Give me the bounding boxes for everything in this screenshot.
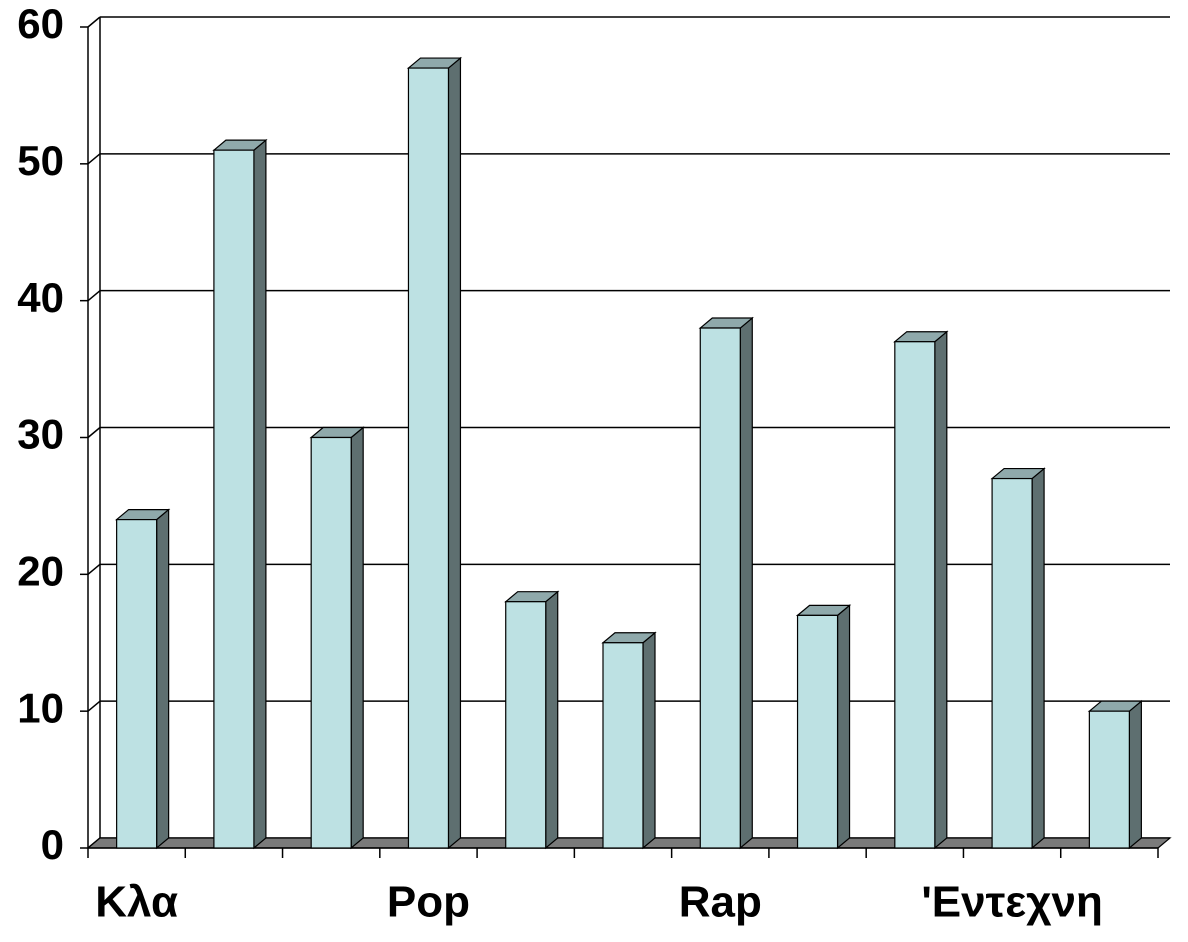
bar	[116, 518, 158, 849]
bar	[602, 642, 644, 849]
bar-side	[739, 316, 753, 850]
grid-side	[87, 153, 101, 165]
x-tick-label: Pop	[387, 878, 470, 927]
bar-side	[1031, 467, 1045, 850]
bar	[310, 436, 352, 849]
y-tick-label: 10	[17, 684, 64, 731]
bar-side	[350, 426, 364, 850]
bar	[796, 614, 839, 849]
bar-side	[642, 631, 656, 850]
grid-side	[87, 16, 101, 28]
bar	[699, 327, 741, 849]
y-tick-label: 30	[17, 411, 64, 458]
y-tick-label: 60	[17, 0, 64, 47]
x-tick-label: Rap	[679, 878, 762, 927]
grid-side	[87, 563, 101, 575]
y-tick-label: 0	[41, 821, 64, 868]
bar	[894, 341, 936, 849]
y-tick-label: 40	[17, 274, 64, 321]
bar	[213, 149, 255, 849]
bar-side	[545, 590, 559, 850]
x-tick-label: Κλα	[95, 878, 178, 927]
bar-side	[836, 604, 851, 850]
bar-side	[253, 138, 267, 850]
bar-side	[934, 330, 948, 850]
y-tick-label: 50	[17, 137, 64, 184]
grid-side	[87, 290, 101, 302]
bar	[505, 601, 547, 849]
bar	[1088, 710, 1130, 849]
grid-side	[87, 700, 101, 712]
bar-side	[447, 56, 462, 850]
bar	[991, 477, 1033, 849]
bar-side	[1128, 699, 1142, 850]
bar-side	[156, 508, 170, 850]
x-tick-label: 'Εντεχνη	[921, 878, 1102, 927]
y-tick-label: 20	[17, 547, 64, 594]
grid-side	[87, 426, 101, 439]
bar	[407, 67, 450, 849]
